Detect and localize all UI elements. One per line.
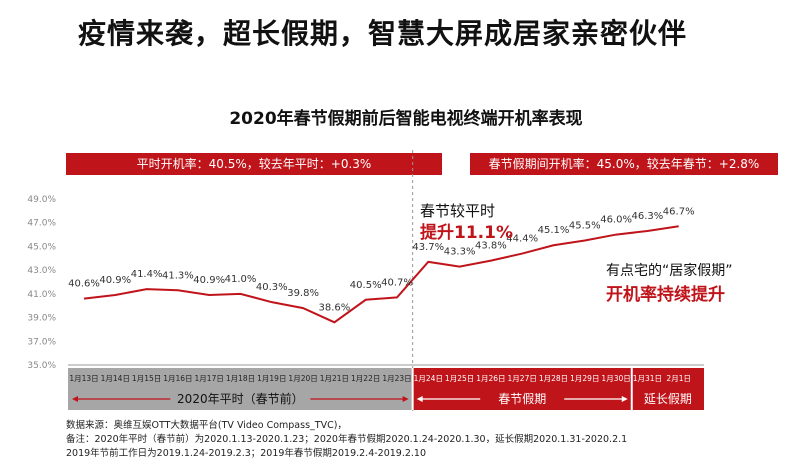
data-label: 45.1%	[538, 225, 570, 236]
x-tick-label: 1月20日	[288, 374, 317, 383]
source-notes: 数据来源：奥维互娱OTT大数据平台(TV Video Compass_TVC)，…	[66, 419, 627, 461]
x-tick-label: 2月1日	[666, 374, 691, 383]
period-band	[412, 388, 632, 410]
y-tick-label: 37.0%	[27, 337, 56, 347]
summary-box-normal-period: 平时开机率：40.5%，较去年平时：+0.3%	[66, 153, 442, 175]
y-tick-label: 39.0%	[27, 314, 56, 324]
x-tick-label: 1月28日	[539, 374, 568, 383]
data-label: 41.0%	[225, 274, 257, 285]
summary-box-holiday-period: 春节假期间开机率：45.0%，较去年春节：+2.8%	[470, 153, 778, 175]
data-label: 43.7%	[412, 242, 444, 253]
period-arrowhead-right	[621, 396, 628, 402]
x-tick-label: 1月15日	[132, 374, 161, 383]
x-tick-label: 1月17日	[195, 374, 224, 383]
annotation-rate-rising: 开机率持续提升	[606, 285, 725, 305]
source-line: 数据来源：奥维互娱OTT大数据平台(TV Video Compass_TVC)，	[66, 420, 347, 431]
annotation-holiday-increase: 提升11.1%	[420, 223, 513, 243]
chart-title: 2020年春节假期前后智能电视终端开机率表现	[229, 109, 583, 129]
annotation-holiday-vs-normal: 春节较平时	[420, 202, 496, 220]
period-arrowhead-right	[402, 396, 409, 402]
data-label: 43.8%	[475, 241, 507, 252]
x-tick-label: 1月18日	[226, 374, 255, 383]
data-label: 41.4%	[131, 269, 163, 280]
data-label: 46.7%	[663, 206, 695, 217]
period-label: 春节假期	[498, 392, 546, 406]
note-line: 备注：2020年平时（春节前）为2020.1.13-2020.1.23；2020…	[66, 434, 628, 445]
x-tick-label: 1月26日	[476, 374, 505, 383]
x-tick-label: 1月13日	[69, 374, 98, 383]
x-tick-label: 1月25日	[445, 374, 474, 383]
annotation-stay-home: 有点宅的“居家假期”	[606, 263, 733, 279]
y-tick-label: 41.0%	[27, 290, 56, 300]
data-label: 40.7%	[381, 277, 413, 288]
category-band	[631, 368, 704, 388]
x-tick-label: 1月19日	[257, 374, 286, 383]
period-arrowhead-left	[72, 396, 78, 402]
x-tick-label: 1月30日	[601, 374, 630, 383]
data-label: 40.6%	[68, 279, 100, 290]
y-tick-label: 35.0%	[27, 361, 56, 371]
data-label: 45.5%	[569, 221, 601, 232]
x-tick-label: 1月24日	[414, 374, 443, 383]
x-tick-label: 1月27日	[508, 374, 537, 383]
period-arrowhead-left	[416, 396, 423, 402]
x-tick-label: 1月29日	[570, 374, 599, 383]
data-label: 40.3%	[256, 282, 288, 293]
data-label: 46.3%	[632, 211, 664, 222]
x-tick-label: 1月31日	[633, 374, 662, 383]
y-tick-label: 49.0%	[27, 195, 56, 205]
x-tick-label: 1月16日	[163, 374, 192, 383]
data-label: 43.3%	[444, 247, 476, 258]
y-tick-label: 47.0%	[27, 219, 56, 229]
data-label: 46.0%	[600, 215, 632, 226]
period-band	[631, 388, 704, 410]
series-line	[83, 225, 679, 324]
data-label: 40.9%	[99, 275, 131, 286]
data-label: 38.6%	[319, 302, 351, 313]
note-line: 2019年节前工作日为2019.1.24-2019.2.3；2019年春节假期2…	[66, 448, 427, 459]
y-tick-label: 43.0%	[27, 266, 56, 276]
x-tick-label: 1月14日	[101, 374, 130, 383]
period-label: 延长假期	[644, 392, 692, 406]
data-label: 40.9%	[193, 275, 225, 286]
page-headline: 疫情来袭，超长假期，智慧大屏成居家亲密伙伴	[78, 17, 688, 50]
category-band	[412, 368, 632, 388]
data-label: 41.3%	[162, 270, 194, 281]
category-band	[68, 368, 413, 388]
y-tick-label: 45.0%	[27, 242, 56, 252]
x-tick-label: 1月23日	[382, 374, 411, 383]
x-tick-label: 1月22日	[351, 374, 380, 383]
x-tick-label: 1月21日	[320, 374, 349, 383]
data-label: 40.5%	[350, 280, 382, 291]
data-label: 44.4%	[506, 234, 538, 245]
data-label: 39.8%	[287, 288, 319, 299]
period-label: 2020年平时（春节前）	[177, 391, 304, 406]
period-band	[68, 388, 413, 410]
